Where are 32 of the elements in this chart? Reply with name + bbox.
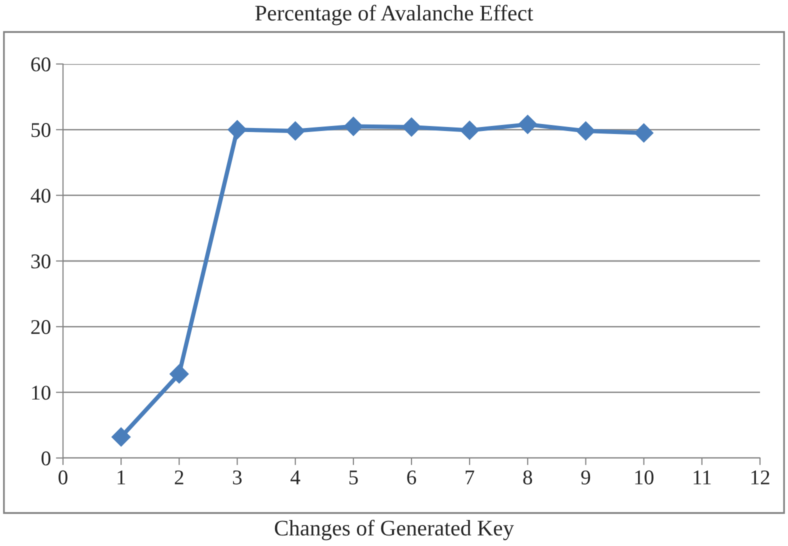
point: [402, 118, 422, 137]
y-tick-label: 30: [31, 254, 50, 268]
x-tick-label: 7: [466, 470, 474, 484]
x-axis-title: Changes of Generated Key: [274, 520, 514, 540]
point: [576, 121, 596, 141]
x-tick-label: 12: [751, 470, 770, 484]
x-tick-label: 3: [233, 470, 242, 484]
x-tick-label: 8: [523, 470, 532, 484]
x-tick-label: 1: [118, 470, 126, 484]
x-tick-label: 6: [407, 470, 416, 484]
point: [228, 120, 247, 140]
point: [634, 123, 654, 142]
x-tick-label: 0: [58, 470, 68, 484]
point: [112, 427, 131, 447]
point: [170, 364, 189, 384]
x-tick-label: 10: [635, 470, 654, 484]
y-tick-label: 0: [42, 451, 50, 466]
x-tick-label: 4: [290, 470, 300, 484]
point: [518, 114, 538, 134]
y-tick-label: 60: [31, 57, 50, 72]
y-tick-label: 10: [32, 386, 50, 400]
y-tick-label: 50: [32, 123, 50, 138]
x-tick-label: 5: [349, 470, 358, 484]
y-tick-label: 40: [30, 188, 50, 203]
x-tick-label: 11: [694, 470, 711, 484]
x-tick-label: 9: [581, 470, 590, 484]
chart-title: Percentage of Avalanche Effect: [255, 4, 534, 26]
x-tick-label: 2: [174, 470, 184, 484]
point: [344, 116, 363, 136]
point: [460, 120, 480, 140]
point: [286, 121, 305, 141]
y-tick-label: 20: [31, 320, 50, 334]
